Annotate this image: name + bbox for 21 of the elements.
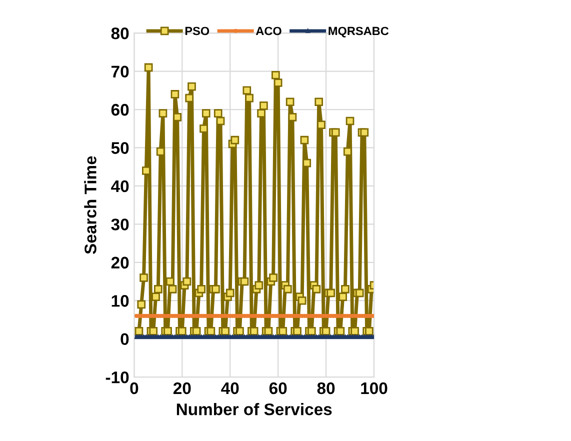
y-tick-label: 20 [111, 256, 129, 269]
legend-label: PSO [185, 26, 210, 36]
legend-label: ACO [256, 26, 282, 36]
y-tick-label: 50 [111, 142, 129, 154]
y-tick-label: 40 [111, 180, 129, 192]
y-tick-label: -10 [106, 371, 129, 384]
y-tick-label: 80 [111, 27, 129, 40]
y-tick-label: 10 [112, 295, 129, 307]
x-tick-label: 100 [361, 382, 388, 394]
y-tick-label: 60 [111, 104, 129, 116]
y-tick-label: 30 [111, 218, 129, 230]
legend-label: MQRSABC [328, 26, 389, 38]
x-axis-title: Number of Services [176, 403, 332, 416]
x-tick-label: 0 [130, 382, 138, 394]
y-tick-label: 0 [120, 333, 129, 346]
x-tick-label: 60 [269, 382, 287, 394]
x-tick-label: 20 [173, 382, 191, 394]
y-axis-title: Search Time [84, 156, 96, 254]
y-tick-label: 70 [112, 66, 129, 78]
x-tick-label: 80 [317, 382, 335, 394]
x-tick-label: 40 [221, 382, 239, 394]
